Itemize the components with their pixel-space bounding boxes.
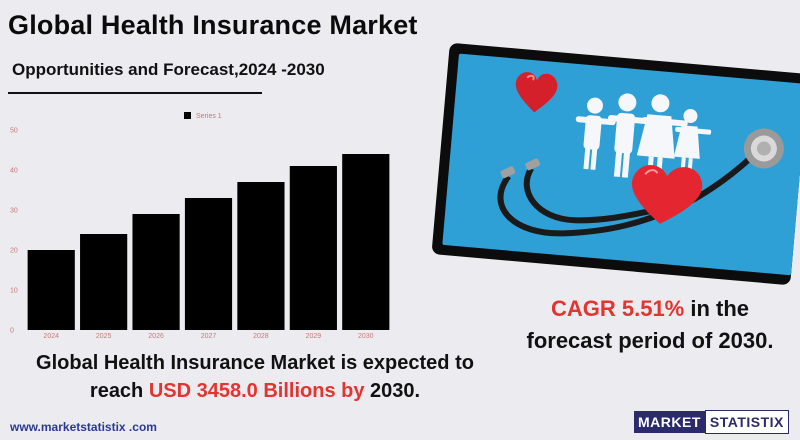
bar-2029: [289, 166, 337, 330]
x-tick-label: 2025: [96, 333, 112, 340]
health-family-photo: [431, 42, 800, 286]
x-tick-label: 2024: [43, 333, 59, 340]
subtitle-divider: [8, 92, 262, 94]
x-tick-label: 2030: [358, 333, 374, 340]
bar-2027: [184, 198, 233, 330]
cagr-value: CAGR 5.51%: [550, 296, 685, 321]
x-tick-label: 2027: [201, 333, 217, 340]
cagr-statement: CAGR 5.51% in the: [500, 296, 800, 322]
summary-suffix: 2030.: [364, 380, 421, 402]
y-tick-label: 40: [10, 168, 18, 175]
bar-2030: [342, 154, 390, 330]
market-value: USD 3458.0 Billions by: [148, 380, 365, 402]
y-tick-label: 20: [10, 248, 18, 255]
y-tick-label: 50: [10, 128, 18, 135]
y-tick-label: 10: [10, 288, 18, 295]
y-tick-label: 30: [10, 208, 18, 215]
bar-series: [27, 154, 390, 330]
market-summary-line2: reach USD 3458.0 Billions by 2030.: [0, 380, 510, 403]
x-tick-label: 2028: [253, 333, 269, 340]
heart-icon: [631, 165, 703, 224]
y-axis-ticks: 0 10 20 30 40 50: [10, 128, 18, 335]
bar-2028: [237, 182, 285, 330]
cagr-text: in the: [684, 296, 750, 321]
logo-part-market: MARKET: [634, 411, 705, 433]
x-tick-label: 2029: [306, 333, 322, 340]
summary-prefix: reach: [89, 380, 149, 402]
legend-label: Series 1: [196, 113, 222, 120]
website-link[interactable]: www.marketstatistix .com: [10, 420, 157, 434]
bar-2024: [27, 250, 75, 330]
chart-legend: Series 1: [184, 112, 222, 120]
x-axis-ticks: 2024 2025 2026 2027 2028 2029 2030: [43, 333, 373, 340]
logo-part-statistix: STATISTIX: [704, 410, 789, 434]
brand-logo: MARKET STATISTIX: [634, 410, 789, 434]
page-subtitle: Opportunities and Forecast,2024 -2030: [12, 60, 325, 79]
market-summary-line1: Global Health Insurance Market is expect…: [36, 352, 474, 374]
y-tick-label: 0: [10, 328, 14, 335]
bar-2025: [80, 234, 128, 330]
stethoscope-icon: [497, 128, 784, 237]
x-tick-label: 2026: [148, 333, 164, 340]
bar-2026: [132, 214, 180, 330]
heart-icon: [515, 72, 558, 113]
photo-image: [442, 53, 800, 276]
cagr-statement-line2: forecast period of 2030.: [526, 328, 774, 353]
page-title: Global Health Insurance Market: [8, 10, 418, 40]
legend-swatch: [184, 112, 191, 119]
